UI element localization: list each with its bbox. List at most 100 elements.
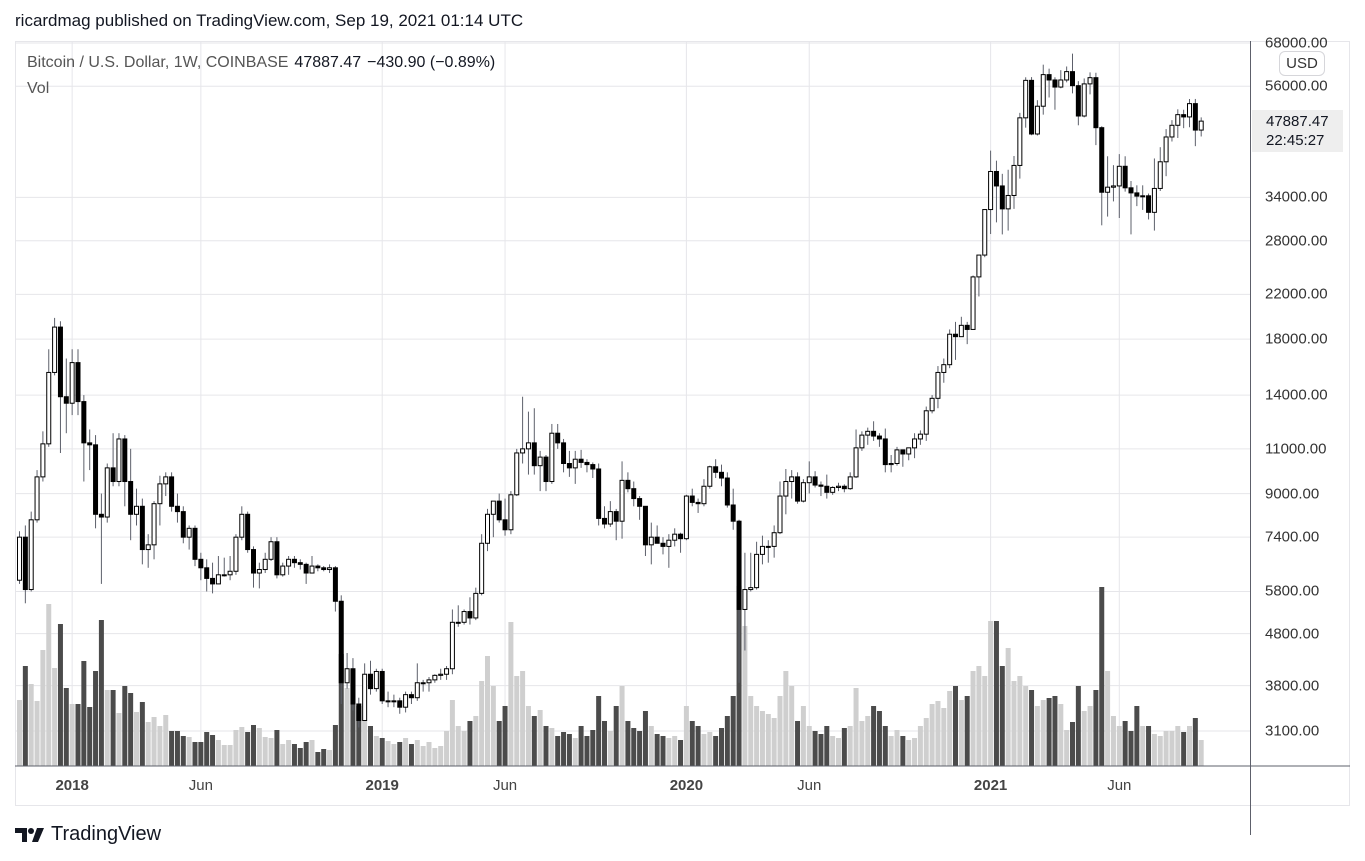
volume-bar (619, 686, 625, 766)
candle-up (473, 592, 479, 619)
volume-bar (122, 686, 128, 766)
volume-bar (876, 711, 882, 766)
volume-bar (490, 686, 496, 766)
candle-up (958, 324, 964, 338)
volume-bar (847, 726, 853, 766)
volume-bar (976, 666, 982, 766)
volume-bar (315, 752, 321, 766)
volume-indicator-label[interactable]: Vol (27, 80, 50, 97)
volume-bar (871, 706, 877, 766)
candle-down (356, 703, 362, 722)
volume-bar (502, 706, 508, 766)
volume-bar (151, 717, 157, 766)
candle-up (777, 495, 783, 534)
tradingview-logo-icon (15, 827, 44, 842)
volume-bar (438, 746, 444, 766)
candle-up (40, 443, 46, 478)
candle-up (1058, 79, 1064, 88)
candle-down (321, 567, 327, 571)
volume-bar (818, 734, 824, 766)
price-tick-label: 18000.00 (1265, 330, 1328, 348)
time-tick-label: Jun (797, 777, 822, 794)
volume-bar (449, 700, 455, 766)
price-tick-label: 5800.00 (1265, 582, 1320, 600)
volume-bar (795, 721, 801, 766)
candle-up (1187, 103, 1192, 118)
volume-bar (695, 726, 701, 766)
chart-frame (15, 41, 1350, 806)
volume-bar (256, 728, 262, 766)
volume-bar (1116, 726, 1122, 766)
volume-bar (262, 737, 268, 766)
candle-down (1029, 79, 1035, 135)
candle-up (1064, 71, 1070, 81)
candle-up (1175, 114, 1181, 126)
volume-bar (941, 708, 947, 766)
candle-up (52, 326, 58, 373)
volume-bar (93, 671, 99, 766)
volume-bar (251, 725, 256, 766)
volume-bar (110, 690, 116, 766)
volume-bar (1134, 706, 1140, 766)
currency-badge[interactable]: USD (1279, 51, 1325, 76)
price-tick-label: 56000.00 (1265, 77, 1328, 95)
volume-bar (836, 738, 841, 766)
volume-bar (637, 731, 643, 766)
volume-bar (69, 704, 75, 766)
candle-up (1023, 79, 1029, 119)
last-price: 47887.47 (294, 54, 362, 71)
candle-up (426, 679, 432, 684)
candle-up (1110, 185, 1116, 188)
candle-up (806, 476, 812, 484)
candle-up (888, 463, 894, 466)
price-tick-label: 9000.00 (1265, 485, 1320, 503)
candle-down (654, 536, 660, 544)
volume-bar (233, 730, 239, 766)
candle-down (1052, 79, 1058, 88)
tradingview-logo[interactable]: TradingView (15, 823, 161, 846)
last-price-label: 47887.47 22:45:27 (1252, 110, 1343, 152)
volume-bar (754, 706, 760, 766)
volume-bar (1064, 730, 1070, 766)
volume-bar (420, 746, 426, 766)
candle-down (87, 442, 93, 446)
candle-down (1093, 77, 1099, 129)
candle-up (1017, 117, 1023, 166)
candles (17, 53, 1204, 728)
candle-up (104, 467, 110, 518)
candle-up (233, 536, 239, 572)
candle-up (836, 485, 841, 488)
candle-down (689, 495, 695, 503)
candle-up (683, 495, 689, 540)
candle-down (81, 401, 87, 444)
volume-bar (145, 722, 151, 766)
volume-bar (1198, 740, 1204, 766)
time-tick-label: Jun (492, 777, 518, 794)
volume-bar (268, 738, 274, 766)
candle-down (274, 541, 280, 576)
volume-bar (87, 707, 93, 766)
price-tick-label: 7400.00 (1265, 528, 1320, 546)
volume-bar (1058, 704, 1064, 766)
candle-up (280, 565, 286, 576)
volume-bar (543, 726, 549, 766)
volume-bar (584, 736, 590, 766)
candle-down (1128, 187, 1134, 194)
candle-down (596, 468, 602, 519)
volume-bar (549, 728, 555, 766)
candle-up (461, 611, 467, 623)
candle-up (976, 254, 982, 278)
candle-up (221, 574, 227, 577)
candle-up (537, 456, 543, 467)
volume-bar (227, 745, 233, 766)
candle-up (1087, 77, 1093, 85)
candle-up (1151, 187, 1157, 213)
volume-bar (17, 700, 22, 766)
candle-down (730, 504, 736, 522)
grid (15, 41, 1250, 766)
candle-down (613, 511, 619, 522)
volume-bar (912, 738, 918, 766)
publisher-line: ricardmag published on TradingView.com, … (15, 11, 524, 30)
candle-up (327, 567, 333, 571)
